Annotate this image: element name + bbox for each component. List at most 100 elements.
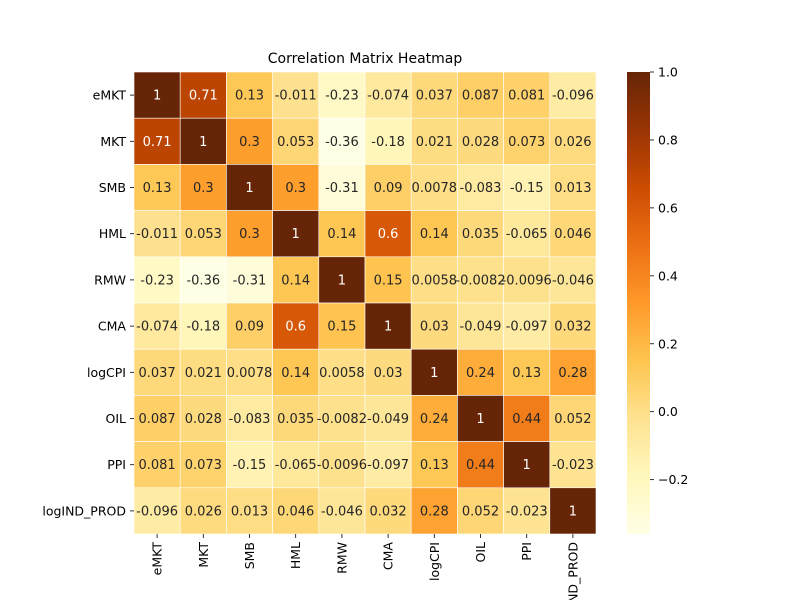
- cell-value-label: 0.053: [185, 227, 222, 242]
- cell-value-label: 0.021: [416, 135, 453, 150]
- cell-value-label: 0.053: [277, 135, 314, 150]
- heatmap-cell: [226, 256, 273, 304]
- col-tick-label: logIND_PROD: [565, 542, 580, 600]
- heatmap-cell: [364, 302, 412, 350]
- heatmap-cell: [179, 302, 227, 350]
- heatmap-cell: [133, 164, 181, 211]
- cell-value-label: 0.13: [512, 366, 541, 381]
- cell-value-label: 1: [384, 320, 392, 335]
- cell-value-label: -0.15: [233, 458, 267, 473]
- colorbar: −0.2 0.0 0.2 0.4 0.6 0.8 1.0: [627, 65, 688, 534]
- heatmap-cells: [133, 71, 597, 535]
- cell-value-label: -0.023: [552, 458, 594, 473]
- cell-value-label: -0.31: [325, 181, 359, 196]
- heatmap-cell: [133, 210, 181, 258]
- heatmap-cell: [272, 302, 320, 350]
- row-tick-label: HML: [99, 226, 126, 241]
- col-tick-label: PPI: [519, 542, 534, 561]
- heatmap-cell: [226, 487, 273, 535]
- row-tick-label: eMKT: [93, 88, 127, 103]
- cell-value-label: -0.31: [233, 273, 267, 288]
- cell-value-label: 0.71: [189, 89, 218, 104]
- heatmap-cell: [272, 487, 320, 535]
- cell-value-label: -0.096: [552, 89, 594, 104]
- colorbar-tick-label: 0.6: [658, 200, 678, 215]
- col-tick-label: OIL: [473, 542, 488, 563]
- colorbar-tick-label: 0.2: [658, 336, 678, 351]
- cell-value-label: 0.028: [462, 135, 499, 150]
- cell-value-label: -0.083: [229, 412, 271, 427]
- row-tick-label: RMW: [94, 272, 126, 287]
- heatmap-cell: [179, 441, 227, 489]
- heatmap-cell: [179, 487, 227, 535]
- cell-value-label: -0.049: [367, 412, 409, 427]
- cell-value-label: 1: [199, 135, 207, 150]
- cell-value-label: -0.023: [506, 504, 548, 519]
- cell-value-label: 1: [245, 181, 253, 196]
- row-tick-label: logIND_PROD: [42, 503, 126, 518]
- heatmap-cell: [457, 256, 504, 304]
- heatmap-cell: [272, 117, 320, 165]
- cell-value-label: 0.13: [235, 89, 264, 104]
- heatmap-cell: [179, 117, 227, 165]
- heatmap-cell: [549, 441, 597, 489]
- cell-value-label: 0.3: [239, 135, 260, 150]
- heatmap-cell: [364, 256, 412, 304]
- cell-value-label: -0.0096: [317, 458, 367, 473]
- cell-value-label: -0.0096: [502, 273, 552, 288]
- heatmap-cell: [549, 395, 597, 442]
- heatmap-cell: [503, 348, 551, 396]
- cell-value-label: 1: [153, 89, 161, 104]
- heatmap-cell: [318, 348, 366, 396]
- heatmap-cell: [272, 348, 320, 396]
- cell-value-label: -0.065: [506, 227, 548, 242]
- heatmap-cell: [318, 256, 366, 304]
- col-tick-label: HML: [288, 542, 303, 569]
- col-tick-label: eMKT: [150, 542, 165, 576]
- cell-value-label: 0.13: [420, 458, 449, 473]
- heatmap-cell: [503, 256, 551, 304]
- cell-value-label: 0.052: [462, 504, 499, 519]
- cell-value-label: 0.15: [374, 273, 403, 288]
- cell-value-label: 0.44: [466, 458, 495, 473]
- heatmap-cell: [503, 117, 551, 165]
- chart-title: Correlation Matrix Heatmap: [268, 51, 463, 67]
- row-tick-label: MKT: [100, 134, 126, 149]
- cell-value-label: -0.097: [367, 458, 409, 473]
- heatmap-cell: [133, 302, 181, 350]
- row-tick-label: SMB: [99, 180, 126, 195]
- cell-value-label: 0.037: [138, 366, 175, 381]
- cell-value-label: 0.0078: [227, 366, 273, 381]
- row-tick-label: CMA: [98, 319, 127, 334]
- cell-value-label: 0.14: [281, 366, 310, 381]
- heatmap-cell: [318, 441, 366, 489]
- heatmap-cell: [318, 117, 366, 165]
- heatmap-cell: [410, 71, 458, 119]
- cell-value-label: -0.046: [321, 504, 363, 519]
- cell-value-label: 0.13: [143, 181, 172, 196]
- heatmap-cell: [364, 164, 412, 211]
- cell-value-label: 0.24: [420, 412, 449, 427]
- row-tick-labels: eMKT MKT SMB HML RMW CMA logCPI OIL PPI logIND_PR…: [42, 88, 134, 518]
- heatmap-cell: [364, 395, 412, 442]
- cell-value-label: -0.18: [186, 320, 220, 335]
- cell-value-label: -0.36: [325, 135, 359, 150]
- heatmap-cell: [549, 164, 597, 211]
- heatmap-cell: [179, 348, 227, 396]
- cell-value-label: 0.15: [327, 320, 356, 335]
- cell-value-label: 1: [292, 227, 300, 242]
- heatmap-cell: [410, 395, 458, 442]
- heatmap-cell: [364, 117, 412, 165]
- cell-value-label: 0.03: [374, 366, 403, 381]
- colorbar-tick-label: 0.8: [658, 132, 678, 147]
- cell-value-label: 0.026: [185, 504, 222, 519]
- cell-value-label: 0.052: [554, 412, 591, 427]
- heatmap-cell: [410, 348, 458, 396]
- cell-value-label: 0.09: [374, 181, 403, 196]
- heatmap-cell: [503, 210, 551, 258]
- heatmap-cell: [364, 441, 412, 489]
- cell-value-label: 0.046: [554, 227, 591, 242]
- heatmap-cell: [503, 71, 551, 119]
- cell-value-label: 0.037: [416, 89, 453, 104]
- cell-value-label: 0.013: [231, 504, 268, 519]
